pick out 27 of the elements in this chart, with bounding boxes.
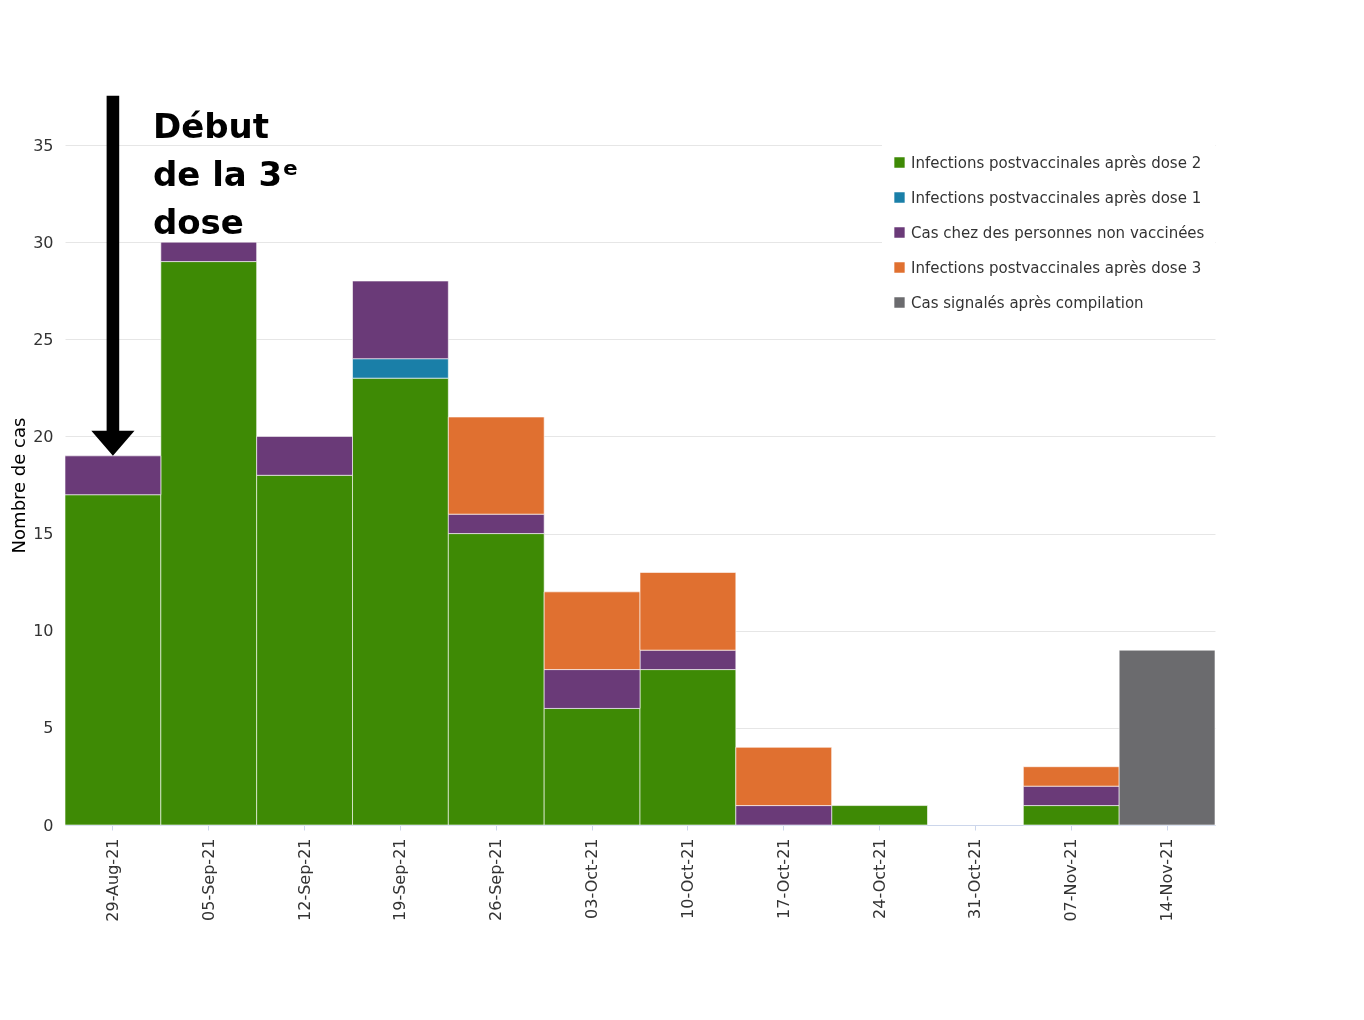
- y-tick-label: 25: [33, 329, 54, 349]
- legend-label: Infections postvaccinales après dose 3: [911, 258, 1202, 277]
- y-tick-label: 15: [33, 524, 54, 544]
- legend-label: Infections postvaccinales après dose 2: [911, 153, 1202, 172]
- y-tick-label: 35: [33, 135, 54, 155]
- y-tick-label: 0: [43, 815, 54, 835]
- y-tick-label: 30: [33, 232, 54, 252]
- legend-label: Infections postvaccinales après dose 1: [911, 188, 1202, 207]
- x-tick-label: 05-Sep-21: [198, 838, 218, 921]
- x-tick-label: 14-Nov-21: [1157, 838, 1177, 922]
- y-tick-label: 20: [33, 426, 54, 446]
- x-tick-label: 31-Oct-21: [965, 838, 985, 919]
- x-tick-label: 12-Sep-21: [294, 838, 314, 921]
- annotation: Début de la 3ᵉ dose: [152, 105, 299, 242]
- x-tick-label: 17-Oct-21: [773, 838, 793, 919]
- x-tick-label: 10-Oct-21: [677, 838, 697, 919]
- legend-label: Cas chez des personnes non vaccinées: [911, 223, 1205, 242]
- x-tick-label: 03-Oct-21: [582, 838, 602, 919]
- y-tick-label: 10: [33, 621, 54, 641]
- x-tick-label: 24-Oct-21: [869, 838, 889, 919]
- y-tick-label: 5: [43, 718, 54, 738]
- x-tick-label: 26-Sep-21: [486, 838, 506, 921]
- legend-label: Cas signalés après compilation: [911, 293, 1144, 312]
- x-tick-label: 19-Sep-21: [390, 838, 410, 921]
- x-tick-label: 07-Nov-21: [1061, 838, 1081, 922]
- x-tick-label: 29-Aug-21: [102, 838, 122, 922]
- y-axis-title: Nombre de cas: [8, 417, 30, 554]
